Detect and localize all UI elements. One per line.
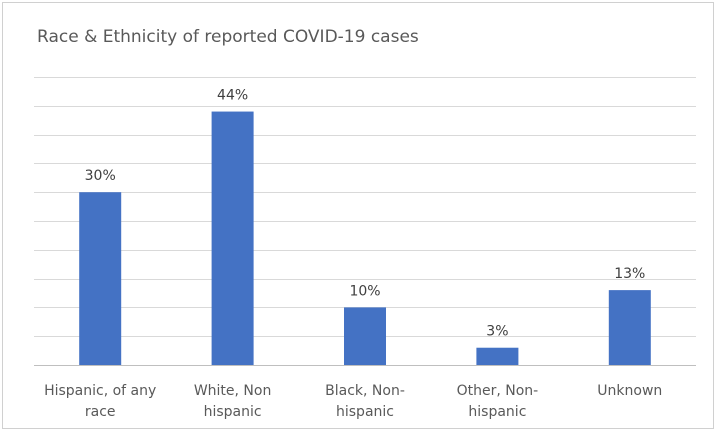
data-labels: 30% 44% 10% 3% 13% [85, 88, 646, 340]
category-label-line: White, Non [194, 383, 272, 399]
gridlines [34, 77, 696, 366]
category-label-line: race [85, 404, 116, 420]
category-label: Hispanic, of any race [44, 383, 156, 420]
bar [476, 347, 519, 365]
category-label-line: Hispanic, of any [44, 383, 156, 399]
category-label-line: hispanic [204, 404, 262, 420]
data-label: 13% [614, 266, 645, 282]
data-label: 3% [486, 324, 508, 340]
category-label: Other, Non-hispanic [457, 383, 539, 420]
bar [344, 307, 386, 365]
category-label: Black, Non-hispanic [325, 383, 405, 420]
category-label-line: hispanic [468, 404, 526, 420]
category-label-line: Unknown [597, 383, 662, 399]
data-label: 30% [85, 168, 116, 184]
category-label: White, Non hispanic [194, 383, 272, 420]
category-label-line: hispanic [336, 404, 394, 420]
bar [211, 111, 254, 365]
bars [79, 111, 651, 365]
bar [79, 192, 122, 365]
chart-title: Race & Ethnicity of reported COVID-19 ca… [37, 27, 419, 47]
category-label: Unknown [597, 383, 662, 399]
category-label-line: Black, Non- [325, 383, 405, 399]
data-label: 44% [217, 88, 248, 104]
category-label-line: Other, Non- [457, 383, 539, 399]
data-label: 10% [349, 283, 380, 299]
bar [608, 290, 651, 365]
